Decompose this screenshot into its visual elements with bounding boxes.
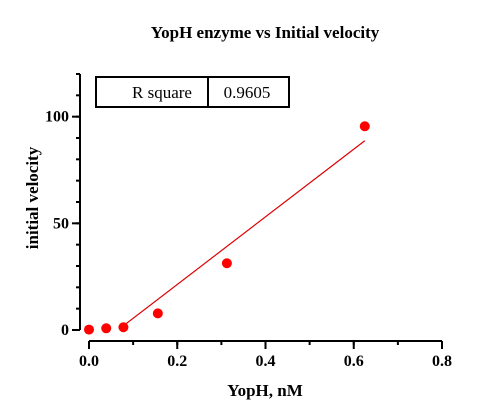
y-axis-label: initial velocity	[23, 146, 42, 249]
r-square-table: R square 0.9605	[95, 76, 290, 108]
data-point	[221, 258, 232, 269]
x-tick-label: 0.6	[344, 353, 364, 370]
x-tick-label: 0.0	[79, 353, 99, 370]
data-points	[84, 121, 370, 335]
x-tick-label: 0.8	[432, 353, 452, 370]
data-point	[152, 308, 163, 319]
r-square-value: 0.9605	[224, 83, 271, 102]
data-point	[359, 121, 370, 132]
y-tick-label: 100	[45, 109, 69, 126]
r-square-box	[95, 76, 290, 108]
x-axis-label: YopH, nM	[227, 381, 303, 400]
data-point	[101, 323, 112, 334]
axes: 0 50 100 0.0 0.2 0.4 0.6 0.8	[45, 73, 452, 370]
chart-title: YopH enzyme vs Initial velocity	[151, 23, 380, 42]
fit-line	[123, 140, 366, 327]
y-tick-label: 50	[53, 215, 69, 232]
x-tick-label: 0.2	[167, 353, 187, 370]
fit-line-group	[123, 140, 366, 327]
y-tick-label: 0	[61, 322, 69, 339]
r-square-label: R square	[132, 83, 192, 102]
data-point	[84, 324, 94, 335]
data-point	[118, 322, 129, 333]
x-tick-label: 0.4	[256, 353, 276, 370]
